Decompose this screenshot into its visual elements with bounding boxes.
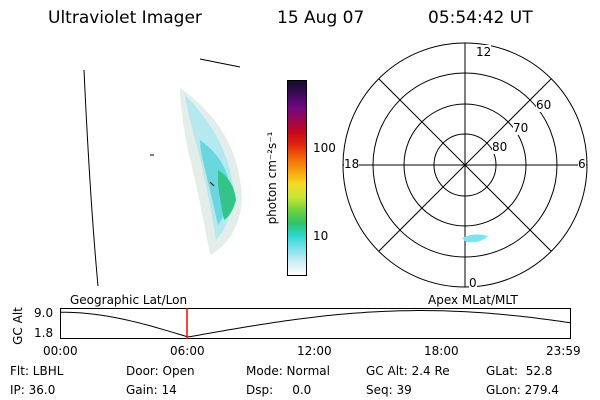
mlt-label-6: 6 — [578, 157, 586, 171]
mlat-label-60: 60 — [536, 98, 552, 112]
time-tick-1800: 18:00 — [424, 344, 459, 358]
mlat-label-70: 70 — [513, 121, 529, 135]
earth-limb-top — [199, 58, 241, 68]
auroral-patch — [462, 234, 488, 243]
time-label: 05:54:42 UT — [428, 8, 533, 28]
timeline-left-title: Geographic Lat/Lon — [70, 293, 188, 307]
mlt-label-0: 0 — [469, 276, 477, 290]
timeline-right-title: Apex MLat/MLT — [428, 293, 518, 307]
status-door: Door: Open — [126, 364, 195, 378]
status-seq: Seq: 39 — [366, 383, 412, 397]
status-filter: Flt: LBHL — [10, 364, 64, 378]
colorbar-tick-100: 100 — [313, 141, 336, 155]
geographic-image — [83, 58, 242, 287]
instrument-title: Ultraviolet Imager — [48, 8, 202, 28]
earth-limb-arc — [83, 69, 99, 287]
timeline-ymin: 1.8 — [34, 326, 54, 340]
time-tick-0600: 06:00 — [170, 344, 205, 358]
timeline-axis-label: GC Alt — [11, 307, 25, 345]
time-tick-2359: 23:59 — [546, 344, 581, 358]
altitude-curve — [60, 310, 571, 338]
mlat-label-80: 80 — [492, 140, 508, 154]
status-ip: IP: 36.0 — [10, 383, 56, 397]
status-dsp: Dsp: 0.0 — [246, 383, 312, 397]
dayglow-core — [218, 170, 236, 220]
mlt-label-12: 12 — [476, 45, 492, 59]
timeline-ymax: 9.0 — [34, 306, 54, 320]
colorbar-tick-10: 10 — [313, 229, 329, 243]
time-tick-0000: 00:00 — [43, 344, 78, 358]
status-mode: Mode: Normal — [246, 364, 330, 378]
status-gc-alt: GC Alt: 2.4 Re — [366, 364, 450, 378]
altitude-timeline — [60, 308, 571, 339]
colorbar-unit-label: photon cm⁻²s⁻¹ — [265, 131, 279, 225]
time-tick-1200: 12:00 — [297, 344, 332, 358]
status-glat: GLat: 52.8 — [486, 364, 553, 378]
date-label: 15 Aug 07 — [277, 8, 365, 28]
mlt-label-18: 18 — [344, 157, 360, 171]
status-gain: Gain: 14 — [126, 383, 177, 397]
status-glon: GLon: 279.4 — [486, 383, 559, 397]
colorbar — [287, 80, 307, 276]
polar-plot — [342, 42, 588, 288]
